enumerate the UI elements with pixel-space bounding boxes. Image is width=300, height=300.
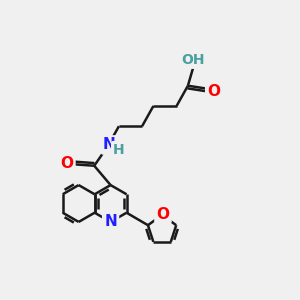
Text: N: N [103, 137, 116, 152]
Text: O: O [157, 206, 169, 221]
Text: OH: OH [181, 53, 204, 67]
Text: O: O [207, 84, 220, 99]
Text: H: H [113, 143, 125, 157]
Text: N: N [104, 214, 117, 230]
Text: O: O [60, 156, 74, 171]
